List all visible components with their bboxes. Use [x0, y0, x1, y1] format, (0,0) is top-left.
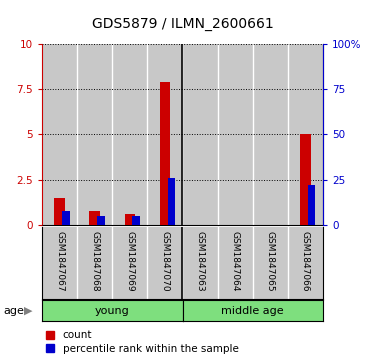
Text: GSM1847067: GSM1847067 — [55, 231, 64, 291]
Bar — [253, 44, 288, 225]
Text: GSM1847069: GSM1847069 — [125, 231, 134, 291]
Text: GSM1847070: GSM1847070 — [161, 231, 169, 291]
Bar — [42, 44, 77, 225]
Text: middle age: middle age — [222, 306, 284, 316]
Bar — [308, 185, 315, 225]
Text: ▶: ▶ — [24, 306, 32, 316]
Text: GSM1847068: GSM1847068 — [90, 231, 99, 291]
Text: young: young — [95, 306, 130, 316]
Text: GDS5879 / ILMN_2600661: GDS5879 / ILMN_2600661 — [92, 17, 273, 31]
Bar — [62, 211, 70, 225]
Text: GSM1847066: GSM1847066 — [301, 231, 310, 291]
Bar — [112, 44, 147, 225]
Text: GSM1847064: GSM1847064 — [231, 231, 240, 291]
Bar — [147, 44, 182, 225]
Bar — [97, 216, 105, 225]
Bar — [54, 198, 65, 225]
Bar — [89, 211, 100, 225]
Bar — [218, 44, 253, 225]
Bar — [132, 216, 140, 225]
Text: age: age — [4, 306, 24, 316]
Bar — [160, 82, 170, 225]
Bar — [182, 44, 218, 225]
Legend: count, percentile rank within the sample: count, percentile rank within the sample — [42, 326, 243, 358]
Bar — [288, 44, 323, 225]
Bar — [168, 178, 175, 225]
Bar — [124, 214, 135, 225]
Bar — [300, 134, 311, 225]
Text: GSM1847063: GSM1847063 — [196, 231, 204, 291]
Bar — [77, 44, 112, 225]
Text: GSM1847065: GSM1847065 — [266, 231, 275, 291]
